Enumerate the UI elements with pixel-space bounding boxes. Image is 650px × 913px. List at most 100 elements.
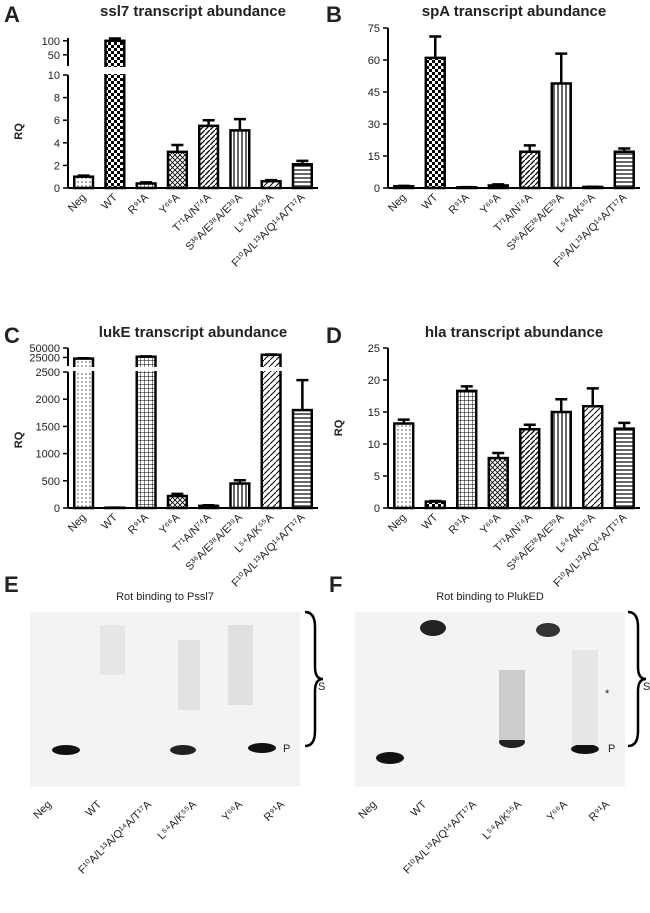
gel-title: Rot binding to Pssl7	[116, 591, 214, 603]
x-tick-label: Neg	[386, 192, 409, 215]
chart-title: lukE transcript abundance	[99, 324, 287, 341]
y-tick-label: 25	[368, 343, 380, 355]
bar	[520, 152, 539, 188]
lane-label: L⁵⁴A/K⁵⁵A	[481, 798, 525, 842]
axis-break	[71, 367, 96, 371]
axis-break	[259, 367, 284, 371]
panel-label: E	[4, 572, 19, 597]
y-tick-label: 45	[368, 87, 380, 99]
panel-label: F	[329, 572, 342, 597]
bar	[74, 177, 93, 188]
bar	[426, 502, 445, 508]
lane-label: WT	[409, 798, 430, 819]
bar	[74, 359, 93, 508]
bar	[106, 41, 125, 188]
bar	[293, 410, 312, 508]
error-bar	[203, 505, 215, 506]
x-tick-label: Y⁶⁶A	[478, 511, 504, 537]
y-axis-label: RQ	[13, 123, 25, 140]
lane-label: Neg	[356, 799, 379, 822]
band-label: *	[605, 688, 610, 700]
lane-label: L⁵⁴A/K⁵⁵A	[156, 798, 200, 842]
x-tick-label: WT	[420, 511, 441, 532]
x-tick-label: R⁹¹A	[126, 511, 152, 537]
y-tick-label: 1000	[36, 449, 60, 461]
bar	[552, 412, 571, 508]
bar	[615, 429, 634, 508]
y-tick-label: 0	[374, 503, 380, 515]
x-tick-label: Neg	[66, 192, 89, 215]
x-tick-label: Y⁶⁶A	[157, 191, 183, 217]
error-bar	[140, 182, 152, 183]
bar	[394, 424, 413, 508]
y-tick-label: 50	[48, 50, 60, 62]
bar	[552, 83, 571, 188]
bar	[199, 126, 218, 188]
y-tick-label: 4	[54, 138, 60, 150]
chart-title: hla transcript abundance	[425, 324, 603, 341]
chart-title: spA transcript abundance	[422, 3, 606, 20]
bar	[137, 183, 156, 188]
y-tick-label: 2500	[36, 367, 60, 379]
error-bar	[555, 399, 567, 412]
error-bar	[234, 119, 246, 130]
x-tick-label: WT	[99, 191, 120, 212]
y-tick-label: 100	[42, 36, 60, 48]
bar	[293, 164, 312, 188]
panel-label: C	[4, 323, 20, 348]
y-tick-label: 2	[54, 160, 60, 172]
y-tick-label: 10	[48, 70, 60, 82]
x-tick-label: Y⁶⁶A	[478, 191, 504, 217]
y-tick-label: 30	[368, 119, 380, 131]
x-tick-label: R⁹¹A	[447, 191, 473, 217]
bar	[168, 496, 187, 508]
x-tick-label: WT	[99, 511, 120, 532]
panel-label: D	[326, 323, 342, 348]
lane-label: R⁹¹A	[262, 798, 288, 824]
axis-break	[103, 67, 128, 74]
y-tick-label: 0	[54, 503, 60, 515]
y-tick-label: 2000	[36, 394, 60, 406]
panel-label: B	[326, 2, 342, 27]
error-bar	[296, 380, 308, 410]
y-tick-label: 0	[374, 183, 380, 195]
error-bar	[429, 501, 441, 502]
error-bar	[587, 388, 599, 406]
error-bar	[555, 54, 567, 84]
gel-image	[30, 612, 323, 787]
bar	[137, 357, 156, 508]
chart-title: ssl7 transcript abundance	[100, 3, 286, 20]
gel-title: Rot binding to PlukED	[436, 591, 544, 603]
y-tick-label: 10	[368, 439, 380, 451]
bar	[231, 130, 250, 188]
band-label: S	[318, 681, 325, 693]
y-axis-label: RQ	[13, 431, 25, 448]
y-tick-label: 15	[368, 407, 380, 419]
y-tick-label: 5	[374, 471, 380, 483]
y-axis-label: RQ	[333, 419, 345, 436]
y-tick-label: 0	[54, 183, 60, 195]
band-label: P	[283, 743, 290, 755]
bar	[457, 391, 476, 508]
axis-break	[64, 367, 72, 371]
y-tick-label: 1500	[36, 421, 60, 433]
gel-image	[355, 612, 646, 787]
x-tick-label: R⁹¹A	[126, 191, 152, 217]
y-tick-label: 15	[368, 151, 380, 163]
axis-break	[134, 367, 159, 371]
error-bar	[492, 184, 504, 185]
x-tick-label: R⁹¹A	[447, 511, 473, 537]
bar	[520, 429, 539, 508]
bar	[426, 58, 445, 188]
bar	[168, 152, 187, 188]
bar	[489, 185, 508, 188]
y-tick-label: 8	[54, 93, 60, 105]
y-tick-label: 6	[54, 115, 60, 127]
x-tick-label: Neg	[386, 512, 409, 535]
y-tick-label: 500	[42, 476, 60, 488]
x-tick-label: Neg	[66, 512, 89, 535]
lane-label: Neg	[31, 799, 54, 822]
bar	[262, 355, 281, 508]
lane-label: Y⁶⁶A	[220, 798, 246, 824]
